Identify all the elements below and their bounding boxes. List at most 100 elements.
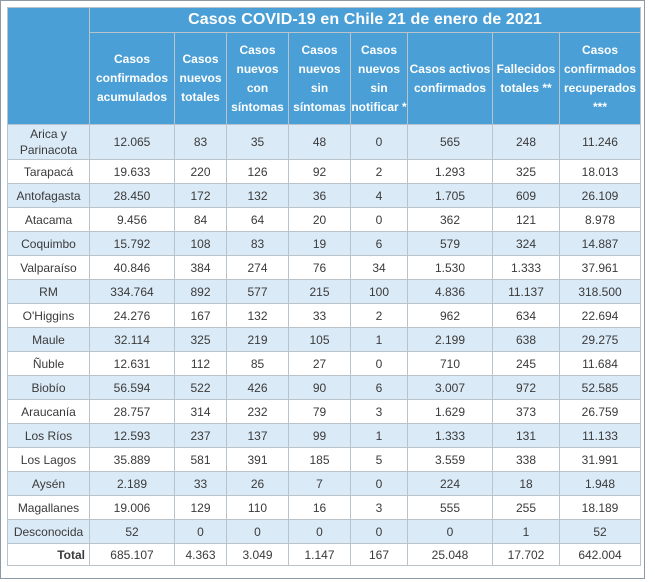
table-cell: 581 [174,447,227,472]
table-cell: 3 [350,495,408,520]
region-name: RM [7,279,90,304]
table-cell: 248 [492,124,560,160]
table-cell: 334.764 [89,279,175,304]
table-cell: 12.065 [89,124,175,160]
table-row: Atacama 9.456 84 64 20 0 362 121 8.978 [7,207,642,232]
table-cell: 426 [226,375,289,400]
table-cell: 32.114 [89,327,175,352]
table-row: Magallanes 19.006 129 110 16 3 555 255 18.189 [7,495,642,520]
table-cell: 0 [407,519,493,544]
table-cell: 1.333 [492,255,560,280]
table-cell: 34 [350,255,408,280]
column-header: Casos nuevos totales [174,32,227,125]
table-cell: 710 [407,351,493,376]
table-cell: 11.684 [558,351,642,376]
table-cell: 220 [174,159,227,184]
table-row: Valparaíso 40.846 384 274 76 34 1.530 1.333 37.9… [7,255,642,280]
table-cell: 19.633 [89,159,175,184]
table-cell: 2 [350,303,408,328]
table-cell: 35 [226,124,289,160]
table-cell: 391 [226,447,289,472]
table-cell: 318.500 [558,279,642,304]
table-cell: 18.189 [558,495,642,520]
region-name: Tarapacá [7,159,90,184]
table-cell: 314 [174,399,227,424]
table-cell: 0 [350,351,408,376]
table-cell: 90 [288,375,351,400]
table-cell: 20 [288,207,351,232]
total-cell: 3.049 [226,543,289,566]
table-cell: 126 [226,159,289,184]
table-row: RM 334.764 892 577 215 100 4.836 11.137 318.500 [7,279,642,304]
table-cell: 19.006 [89,495,175,520]
header-corner [7,7,90,125]
table-cell: 37.961 [558,255,642,280]
table-cell: 27 [288,351,351,376]
table-cell: 2.189 [89,471,175,496]
table-cell: 33 [288,303,351,328]
region-name: Magallanes [7,495,90,520]
table-row: O'Higgins 24.276 167 132 33 2 962 634 22.694 [7,303,642,328]
table-cell: 7 [288,471,351,496]
table-cell: 11.133 [558,423,642,448]
column-header: Casos confirmados recuperados *** [558,32,642,125]
table-cell: 26 [226,471,289,496]
table-cell: 1 [492,519,560,544]
region-name: Los Lagos [7,447,90,472]
table-cell: 108 [174,231,227,256]
table-cell: 129 [174,495,227,520]
region-name: Desconocida [7,519,90,544]
table-cell: 52 [558,519,642,544]
table-cell: 0 [288,519,351,544]
table-cell: 79 [288,399,351,424]
table-cell: 6 [350,231,408,256]
covid-cases-table: Casos COVID-19 en Chile 21 de enero de 2… [7,7,642,566]
table-cell: 28.450 [89,183,175,208]
region-name: Maule [7,327,90,352]
table-cell: 962 [407,303,493,328]
table-row: Maule 32.114 325 219 105 1 2.199 638 29.275 [7,327,642,352]
table-cell: 0 [350,471,408,496]
table-cell: 40.846 [89,255,175,280]
table-cell: 1.629 [407,399,493,424]
table-row: Biobío 56.594 522 426 90 6 3.007 972 52.585 [7,375,642,400]
table-cell: 11.246 [558,124,642,160]
table-cell: 26.109 [558,183,642,208]
table-cell: 15.792 [89,231,175,256]
region-name: Atacama [7,207,90,232]
table-cell: 76 [288,255,351,280]
table-cell: 4 [350,183,408,208]
table-cell: 121 [492,207,560,232]
table-cell: 237 [174,423,227,448]
table-cell: 85 [226,351,289,376]
table-cell: 36 [288,183,351,208]
table-cell: 48 [288,124,351,160]
table-cell: 224 [407,471,493,496]
table-cell: 1.333 [407,423,493,448]
table-cell: 131 [492,423,560,448]
table-cell: 29.275 [558,327,642,352]
table-cell: 1 [350,423,408,448]
table-cell: 1.948 [558,471,642,496]
table-cell: 274 [226,255,289,280]
table-cell: 22.694 [558,303,642,328]
table-cell: 338 [492,447,560,472]
table-cell: 28.757 [89,399,175,424]
table-cell: 16 [288,495,351,520]
column-header: Fallecidos totales ** [492,32,560,125]
column-header: Casos confirmados acumulados [89,32,175,125]
table-cell: 972 [492,375,560,400]
table-cell: 14.887 [558,231,642,256]
table-cell: 1.530 [407,255,493,280]
table-cell: 2.199 [407,327,493,352]
column-header: Casos nuevos sin notificar * [350,32,408,125]
table-cell: 19 [288,231,351,256]
region-name: Aysén [7,471,90,496]
table-cell: 577 [226,279,289,304]
table-cell: 324 [492,231,560,256]
table-cell: 638 [492,327,560,352]
table-cell: 2 [350,159,408,184]
table-cell: 12.593 [89,423,175,448]
table-cell: 4.836 [407,279,493,304]
table-row: Ñuble 12.631 112 85 27 0 710 245 11.684 [7,351,642,376]
